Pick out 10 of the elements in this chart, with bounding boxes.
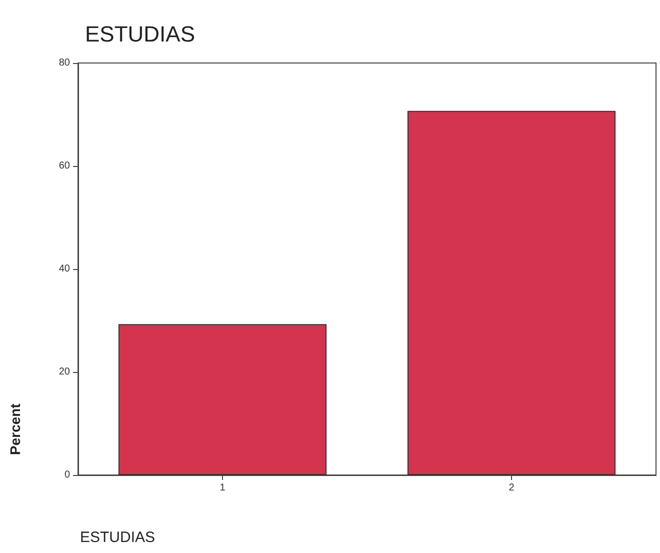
x-tick-label: 1 — [220, 482, 226, 494]
x-axis-title: ESTUDIAS — [80, 529, 156, 546]
y-tick-label: 60 — [58, 160, 70, 172]
chart-title: ESTUDIAS — [85, 22, 196, 46]
x-tick-label: 2 — [508, 482, 515, 494]
y-tick-label: 80 — [58, 58, 70, 68]
y-tick-label: 40 — [58, 264, 70, 274]
y-axis-title: Percent — [7, 403, 23, 455]
y-tick-label: 0 — [64, 470, 70, 480]
y-tick-label: 20 — [58, 366, 70, 378]
